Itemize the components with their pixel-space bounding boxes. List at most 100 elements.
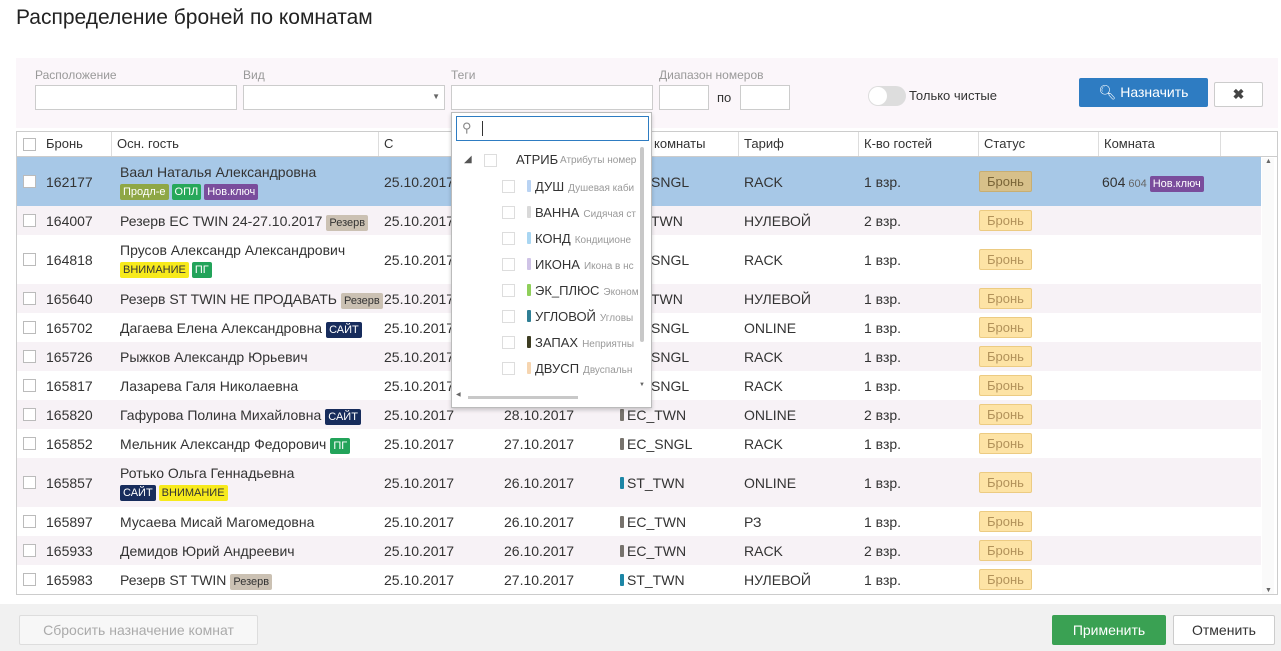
- tag-name: ВАННА: [535, 205, 580, 220]
- tag-text: ВАННА Сидячая ст: [535, 199, 636, 225]
- clean-toggle[interactable]: [868, 86, 906, 106]
- assign-button[interactable]: 🔍︎ Назначить: [1079, 78, 1208, 107]
- date-from: 25.10.2017: [384, 251, 455, 268]
- guest-cell: Мельник Александр Федорович ПГ: [120, 435, 353, 454]
- table-row[interactable]: 165897 Мусаева Мисай Магомедовна 25.10.201…: [17, 507, 1261, 537]
- table-row[interactable]: 165983 Резерв ST TWIN Резерв 25.10.2017 27.1…: [17, 565, 1261, 594]
- tag-option[interactable]: ЗАПАХ Неприятны: [452, 329, 638, 355]
- row-checkbox[interactable]: [23, 252, 36, 266]
- tags-list: ◢ АТРИБ Атрибуты номер ДУШ Душевая каби ВАННА…: [452, 147, 638, 390]
- expand-icon: ◢: [464, 154, 472, 165]
- room-type: EC_TWN: [620, 406, 686, 424]
- tag-option[interactable]: УГЛОВОЙ Угловы: [452, 303, 638, 329]
- tag-option[interactable]: ВАННА Сидячая ст: [452, 199, 638, 225]
- table-row[interactable]: 165857 Ротько Ольга Геннадьевна САЙТ ВНИМАН…: [17, 458, 1261, 508]
- tag-checkbox: [502, 232, 515, 245]
- tag-desc: Икона в нс: [583, 261, 634, 272]
- tag-desc: Угловы: [599, 313, 634, 324]
- row-checkbox[interactable]: [23, 378, 36, 392]
- tag-name: ЗАПАХ: [535, 335, 579, 350]
- guest-cell: Ротько Ольга Геннадьевна САЙТ ВНИМАНИЕ: [120, 464, 298, 501]
- booking-id: 165857: [46, 474, 93, 491]
- row-checkbox[interactable]: [23, 436, 36, 450]
- room-type-text: EC_TWN: [627, 542, 687, 559]
- tag-checkbox: [502, 284, 515, 297]
- tag-option[interactable]: ДУШ Душевая каби: [452, 173, 638, 199]
- rate: RACK: [744, 348, 783, 365]
- select-all[interactable]: [23, 138, 36, 151]
- row-checkbox[interactable]: [23, 320, 36, 334]
- table-row[interactable]: 165933 Демидов Юрий Андреевич 25.10.2017 26…: [17, 536, 1261, 566]
- guest-name: Рыжков Александр Юрьевич: [120, 348, 308, 365]
- filter-label: Теги: [451, 68, 476, 82]
- group-name: АТРИБ: [516, 152, 559, 167]
- row-checkbox[interactable]: [23, 572, 36, 586]
- room-cell: 604 604 Нов.ключ: [1102, 173, 1207, 193]
- row-checkbox[interactable]: [23, 349, 36, 363]
- tag: ПГ: [330, 437, 351, 454]
- row-checkbox[interactable]: [23, 543, 36, 557]
- status-badge: Бронь: [979, 316, 1032, 338]
- guest-cell: Резерв EC TWIN 24-27.10.2017 Резерв: [120, 212, 371, 231]
- tags-input[interactable]: [451, 85, 653, 110]
- guest-name: Мусаева Мисай Магомедовна: [120, 513, 315, 530]
- tag: ВНИМАНИЕ: [158, 485, 228, 501]
- rate: ONLINE: [744, 406, 797, 423]
- rate: ONLINE: [744, 474, 797, 491]
- reset-button[interactable]: Сбросить назначение комнат: [19, 615, 258, 645]
- clear-button[interactable]: ✖: [1214, 82, 1263, 107]
- guest-count: 1 взр.: [864, 435, 902, 452]
- range-from[interactable]: [659, 85, 709, 110]
- tag-desc: Кондиционе: [574, 235, 632, 246]
- tag-group: ◢ АТРИБ Атрибуты номер: [452, 147, 638, 173]
- group-checkbox[interactable]: [484, 154, 497, 167]
- status-badge: Бронь: [979, 510, 1032, 532]
- row-checkbox[interactable]: [23, 475, 36, 489]
- date-to: 28.10.2017: [504, 406, 575, 423]
- row-checkbox[interactable]: [23, 174, 36, 188]
- location-input[interactable]: [35, 85, 237, 110]
- tag-option[interactable]: ДВУСП Двуспальн: [452, 355, 638, 381]
- room-type-text: SNGL: [651, 251, 690, 268]
- room-type-text: TWN: [651, 290, 683, 307]
- tag-desc: Неприятны: [582, 339, 635, 350]
- room-type-marker: [620, 515, 624, 528]
- footer: Сбросить назначение комнат Применить Отм…: [0, 604, 1281, 651]
- row-checkbox[interactable]: [23, 291, 36, 305]
- tag-option[interactable]: КОНД Кондиционе: [452, 225, 638, 251]
- table-row[interactable]: 165852 Мельник Александр Федорович ПГ 25.10…: [17, 429, 1261, 459]
- row-checkbox[interactable]: [23, 213, 36, 227]
- row-checkbox[interactable]: [23, 407, 36, 421]
- date-to: 27.10.2017: [504, 571, 575, 588]
- row-checkbox[interactable]: [23, 514, 36, 528]
- guest-cell: Резерв ST TWIN Резерв: [120, 571, 275, 590]
- cancel-button[interactable]: Отменить: [1173, 615, 1275, 645]
- tag: ПГ: [191, 262, 212, 278]
- tag-checkbox: [502, 258, 515, 271]
- guest-count: 1 взр.: [864, 474, 902, 491]
- type-select[interactable]: ▼: [243, 85, 445, 110]
- guest-count: 1 взр.: [864, 319, 902, 336]
- guest-name: Лазарева Галя Николаевна: [120, 377, 299, 394]
- tag-color: [527, 232, 531, 244]
- tag-option[interactable]: ИКОНА Икона в нс: [452, 251, 638, 277]
- range-to[interactable]: [740, 85, 790, 110]
- booking-id: 165702: [46, 319, 93, 336]
- tags-search[interactable]: ⚲: [456, 116, 649, 141]
- date-from: 25.10.2017: [384, 474, 455, 491]
- room-type: EC_TWN: [620, 542, 686, 560]
- dropdown-hscroll[interactable]: ◀: [456, 392, 630, 399]
- dropdown-scrollbar[interactable]: ▼: [638, 147, 648, 390]
- tag-name: ИКОНА: [535, 257, 580, 272]
- guest-count: 2 взр.: [864, 212, 902, 229]
- apply-button[interactable]: Применить: [1052, 615, 1166, 645]
- tag-color: [527, 206, 531, 218]
- room-type: SNGL: [651, 348, 689, 366]
- tag-option[interactable]: ЭК_ПЛЮС Эконом: [452, 277, 638, 303]
- rate: ONLINE: [744, 319, 797, 336]
- date-from: 25.10.2017: [384, 348, 455, 365]
- tag: ОПЛ: [171, 184, 202, 200]
- tag-name: КОНД: [535, 231, 571, 246]
- scrollbar[interactable]: ▲ ▼: [1262, 158, 1274, 594]
- guest-name: Резерв ST TWIN НЕ ПРОДАВАТЬ: [120, 290, 337, 307]
